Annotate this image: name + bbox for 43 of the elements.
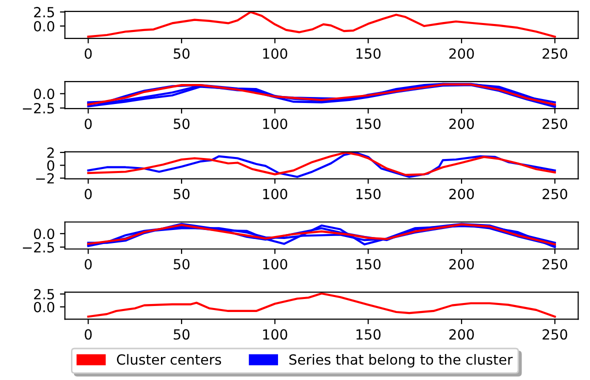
y-tick-label: 0.0 [34, 228, 54, 240]
x-tick-label: 250 [542, 118, 568, 130]
legend-label: Series that belong to the cluster [289, 354, 513, 368]
x-tick-label: 250 [542, 48, 568, 59]
y-tick-label: 0.0 [34, 302, 54, 312]
x-tick-label: 50 [174, 258, 190, 270]
x-tick-label: 0 [84, 258, 92, 270]
y-tick-label: −2 [36, 173, 54, 184]
x-tick-label: 100 [263, 258, 288, 270]
x-tick-label: 0 [84, 48, 92, 59]
x-tick-label: 200 [449, 188, 474, 200]
y-tick-label: −2.5 [22, 102, 54, 114]
y-tick-label: 2.5 [34, 288, 54, 300]
y-tick-label: 0.0 [34, 88, 54, 100]
x-tick-label: 250 [542, 329, 568, 340]
x-tick-label: 150 [356, 48, 381, 59]
x-tick-label: 200 [449, 258, 474, 270]
y-tick-label: 0 [47, 160, 54, 171]
y-tick-label: −2.5 [22, 242, 54, 253]
x-tick-label: 50 [174, 118, 190, 130]
x-tick-label: 100 [263, 188, 288, 200]
x-tick-label: 250 [542, 188, 568, 200]
legend-label: Cluster centers [116, 354, 222, 365]
x-tick-label: 50 [174, 329, 190, 340]
x-tick-label: 250 [542, 258, 568, 270]
y-tick-label: 2 [47, 147, 54, 158]
x-tick-label: 150 [356, 258, 381, 270]
x-tick-label: 50 [174, 188, 190, 200]
x-tick-label: 150 [356, 118, 381, 130]
x-tick-label: 200 [449, 48, 474, 59]
x-tick-label: 100 [263, 48, 288, 59]
x-tick-label: 200 [449, 329, 474, 340]
x-tick-label: 0 [84, 188, 92, 200]
x-tick-label: 150 [356, 329, 381, 340]
x-tick-label: 100 [263, 329, 288, 340]
x-tick-label: 0 [84, 118, 92, 130]
x-tick-label: 150 [356, 188, 381, 200]
x-tick-label: 0 [84, 329, 92, 340]
x-tick-label: 200 [449, 118, 474, 130]
y-tick-label: 0.0 [34, 20, 54, 32]
x-tick-label: 50 [174, 48, 190, 59]
x-tick-label: 100 [263, 118, 288, 130]
y-tick-label: 2.5 [34, 6, 54, 18]
